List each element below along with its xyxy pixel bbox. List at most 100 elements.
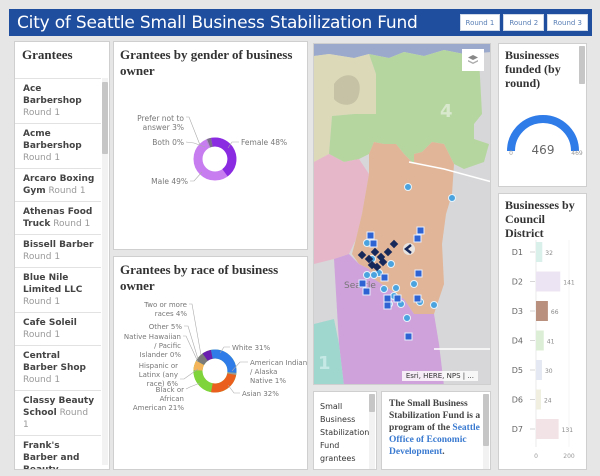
grantee-round: Round 1 xyxy=(23,297,61,307)
oed-link[interactable]: Seattle Office of Economic Development xyxy=(389,423,480,457)
about-prefix: The Small Business Stabilization Fund is… xyxy=(389,399,481,433)
label-black-2: African xyxy=(160,395,184,403)
white-slice[interactable] xyxy=(210,349,237,374)
district-bar-d2[interactable]: D2 141 xyxy=(512,271,575,292)
grantee-name: Cafe Soleil xyxy=(23,318,77,328)
district-bar-d4[interactable]: D4 41 xyxy=(512,330,555,351)
district-value: 24 xyxy=(544,398,552,405)
two-or-more-slice[interactable] xyxy=(202,349,213,361)
description-panel: Small Business Stabilization Fund grante… xyxy=(313,391,377,470)
description-scrollbar[interactable] xyxy=(369,394,375,469)
label-hisp-2: Latinx (any xyxy=(139,371,178,379)
label-black-3: American 21% xyxy=(133,404,184,412)
label-white: White 31% xyxy=(232,344,270,352)
grantees-list[interactable]: Ace Barbershop Round 1 Acme Barbershop Ro… xyxy=(15,78,101,469)
label-nhpi-3: Islander 0% xyxy=(140,351,182,359)
label-black-1: Black or xyxy=(156,386,184,394)
grantee-item[interactable]: Blue Nile Limited LLC Round 1 xyxy=(15,267,101,312)
label-hisp-1: Hispanic or xyxy=(139,362,178,370)
round-1-button[interactable]: Round 1 xyxy=(459,14,501,31)
grantee-item[interactable]: Ace Barbershop Round 1 xyxy=(15,78,101,123)
district-value: 131 xyxy=(562,427,574,434)
districts-chart-panel: Businesses by Council District D1 32 D2 141… xyxy=(498,193,587,470)
prefer-not-slice[interactable] xyxy=(206,137,213,148)
grantee-item[interactable]: Athenas Food Truck Round 1 xyxy=(15,201,101,234)
district-label: D1 xyxy=(512,248,523,257)
label-hisp-3: race) 6% xyxy=(147,380,179,388)
round-2-button[interactable]: Round 2 xyxy=(503,14,545,31)
round-3-button[interactable]: Round 3 xyxy=(547,14,588,31)
district-bar-d6[interactable]: D6 24 xyxy=(512,389,552,410)
district-value: 41 xyxy=(547,339,555,346)
district-label: D6 xyxy=(512,396,523,405)
label-prefer-line1: Prefer not to xyxy=(137,114,184,123)
layers-icon xyxy=(468,55,478,64)
axis-min: 0 xyxy=(534,453,538,460)
label-aian-3: Native 1% xyxy=(250,377,286,385)
map-view[interactable]: 4 1 Seattle xyxy=(313,43,491,385)
label-nhpi-2: / Pacific xyxy=(154,342,181,350)
grantee-round: Round 1 xyxy=(23,108,61,118)
gauge-max: 469 xyxy=(571,150,583,157)
grantee-item[interactable]: Frank's Barber and Beauty Salons Round 1 xyxy=(15,435,101,469)
asian-slice[interactable] xyxy=(210,372,237,393)
grantee-round: Round 1 xyxy=(48,186,86,196)
race-chart-title: Grantees by race of business owner xyxy=(120,262,279,293)
grantee-item[interactable]: Central Barber Shop Round 1 xyxy=(15,345,101,390)
funded-title: Businesses funded (by round) xyxy=(505,48,561,90)
about-text: The Small Business Stabilization Fund is… xyxy=(382,392,490,469)
districts-bar-chart: D1 32 D2 141 D3 66 D4 41 D5 30 D6 24 D7 131 0 200 xyxy=(512,240,575,460)
scroll-thumb[interactable] xyxy=(579,46,585,84)
round-filter-buttons: Round 1 Round 2 Round 3 xyxy=(459,14,588,31)
district-value: 141 xyxy=(563,280,575,287)
funded-scrollbar[interactable] xyxy=(579,46,585,84)
about-panel: The Small Business Stabilization Fund is… xyxy=(381,391,491,470)
district-4-label: 4 xyxy=(440,101,453,122)
axis-max: 200 xyxy=(563,453,575,460)
about-scrollbar[interactable] xyxy=(483,394,489,469)
district-bar-d3[interactable]: D3 66 xyxy=(512,301,559,321)
district-bar-d1[interactable]: D1 32 xyxy=(512,242,553,262)
grantee-name: Acme Barbershop xyxy=(23,129,82,151)
hispanic-slice[interactable] xyxy=(193,360,205,371)
about-suffix: . xyxy=(442,447,445,457)
grantee-name: Arcaro Boxing Gym xyxy=(23,174,95,196)
label-other: Other 5% xyxy=(149,323,183,331)
other-slice[interactable] xyxy=(196,353,208,366)
grantee-item[interactable]: Classy Beauty School Round 1 xyxy=(15,390,101,435)
grantee-round: Round 1 xyxy=(53,219,91,229)
district-label: D3 xyxy=(512,307,523,316)
grantee-name: Central Barber Shop xyxy=(23,351,87,373)
districts-title: Businesses by Council District xyxy=(505,198,575,240)
scroll-thumb[interactable] xyxy=(483,394,489,446)
grantee-round: Round 1 xyxy=(23,153,61,163)
grantee-name: Bissell Barber xyxy=(23,240,94,250)
district-value: 30 xyxy=(545,368,553,375)
gauge-min: 0 xyxy=(509,150,513,157)
grantee-item[interactable]: Acme Barbershop Round 1 xyxy=(15,123,101,168)
description-text: Small Business Stabilization Fund grante… xyxy=(320,402,370,463)
label-prefer-line2: answer 3% xyxy=(143,123,184,132)
label-two-1: Two or more xyxy=(143,301,187,309)
grantee-item[interactable]: Bissell Barber Round 1 xyxy=(15,234,101,267)
district-bar-d5[interactable]: D5 30 xyxy=(512,360,553,380)
scroll-thumb[interactable] xyxy=(369,394,375,412)
grantee-round: Round 1 xyxy=(23,252,61,262)
grantee-name: Ace Barbershop xyxy=(23,84,82,106)
map-attribution[interactable]: Esri, HERE, NPS | ... xyxy=(401,371,478,381)
grantees-title: Grantees xyxy=(22,47,73,62)
layers-button[interactable] xyxy=(462,49,484,71)
grantees-scrollbar[interactable] xyxy=(102,78,108,465)
scroll-thumb[interactable] xyxy=(102,82,108,154)
district-bar-d7[interactable]: D7 131 xyxy=(512,419,573,439)
grantee-item[interactable]: Cafe Soleil Round 1 xyxy=(15,312,101,345)
district-1-label: 1 xyxy=(318,353,331,374)
gauge-value: 469 xyxy=(532,143,555,157)
district-map[interactable]: 4 1 Seattle xyxy=(314,44,491,385)
female-slice[interactable] xyxy=(210,137,237,177)
grantee-name: Classy Beauty School xyxy=(23,396,95,418)
funded-gauge-panel: Businesses funded (by round) 0 469 469 xyxy=(498,43,587,187)
district-label: D7 xyxy=(512,425,523,434)
race-donut-chart: Two or more races 4% Other 5% Native Haw… xyxy=(124,301,307,412)
grantee-item[interactable]: Arcaro Boxing Gym Round 1 xyxy=(15,168,101,201)
